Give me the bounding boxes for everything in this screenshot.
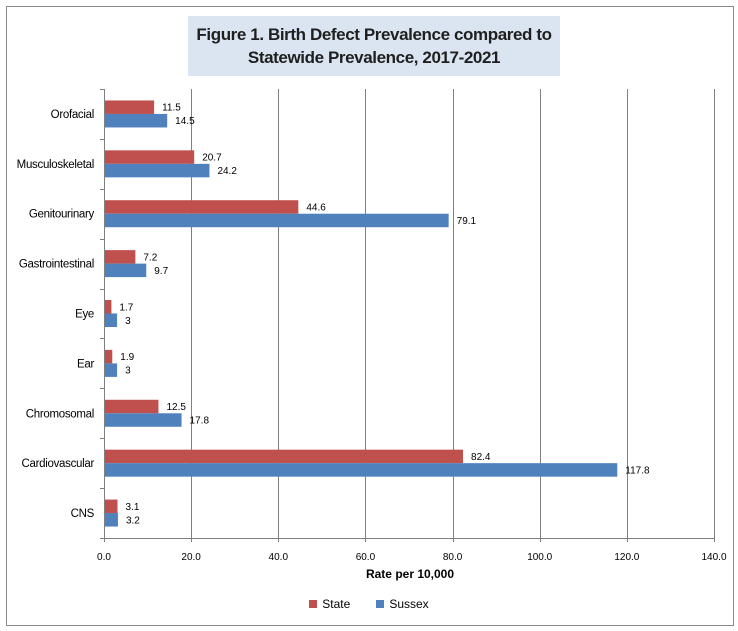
- data-label-sussex: 24.2: [217, 166, 237, 177]
- data-label-state: 3.1: [126, 502, 140, 513]
- bar-state: [105, 499, 118, 514]
- legend-swatch-state: [309, 600, 318, 608]
- chart-title-box: Figure 1. Birth Defect Prevalence compar…: [188, 16, 560, 76]
- chart-title: Figure 1. Birth Defect Prevalence compar…: [196, 23, 552, 69]
- bar-sussex: [105, 113, 168, 128]
- data-label-sussex: 3: [125, 316, 131, 327]
- data-label-state: 1.7: [119, 302, 133, 313]
- bar-sussex: [105, 363, 118, 377]
- bar-sussex: [105, 413, 182, 427]
- chart-title-line-1: Figure 1. Birth Defect Prevalence compar…: [196, 25, 552, 44]
- data-label-sussex: 3: [125, 366, 131, 377]
- data-label-sussex: 79.1: [457, 216, 477, 227]
- data-label-state: 12.5: [166, 402, 186, 413]
- data-label-state: 7.2: [143, 252, 157, 263]
- bar-state: [105, 449, 464, 464]
- legend-label-state: State: [322, 597, 351, 611]
- category-label: CNS: [71, 508, 95, 520]
- bar-sussex: [105, 213, 449, 228]
- data-label-sussex: 117.8: [625, 465, 650, 476]
- x-tick-label: 80.0: [443, 552, 463, 563]
- bar-state: [105, 399, 159, 414]
- x-tick-label: 120.0: [614, 552, 639, 563]
- data-label-sussex: 14.5: [175, 116, 195, 127]
- bar-state: [105, 250, 136, 264]
- data-label-sussex: 17.8: [190, 416, 210, 427]
- legend: State Sussex: [0, 597, 738, 611]
- bar-sussex: [105, 513, 118, 527]
- category-label: Eye: [75, 309, 94, 321]
- legend-label-sussex: Sussex: [389, 597, 429, 611]
- category-label: Ear: [77, 358, 94, 370]
- bar-sussex: [105, 313, 118, 327]
- bar-state: [105, 300, 112, 314]
- data-label-state: 44.6: [306, 202, 326, 213]
- x-tick-label: 100.0: [527, 552, 552, 563]
- x-tick-label: 140.0: [701, 552, 726, 563]
- bar-state: [105, 100, 155, 114]
- category-label: Genitourinary: [29, 209, 95, 221]
- category-label: Musculoskeletal: [17, 159, 94, 171]
- bar-sussex: [105, 163, 210, 178]
- x-tick-label: 20.0: [181, 552, 201, 563]
- data-label-sussex: 3.2: [126, 515, 140, 526]
- category-label: Chromosomal: [26, 408, 94, 420]
- x-tick-label: 60.0: [356, 552, 376, 563]
- chart-title-line-2: Statewide Prevalence, 2017-2021: [247, 48, 501, 67]
- category-label: Cardiovascular: [22, 458, 95, 470]
- bar-state: [105, 349, 113, 364]
- bar-sussex: [105, 463, 618, 477]
- legend-item-sussex: Sussex: [376, 597, 429, 611]
- legend-swatch-sussex: [376, 600, 385, 608]
- data-label-state: 1.9: [120, 352, 134, 363]
- data-label-state: 82.4: [471, 452, 491, 463]
- legend-item-state: State: [309, 597, 350, 611]
- bar-state: [105, 200, 299, 214]
- x-tick-label: 0.0: [97, 552, 111, 563]
- bar-state: [105, 150, 195, 164]
- data-label-state: 20.7: [202, 153, 222, 164]
- data-label-state: 11.5: [162, 103, 181, 114]
- data-label-sussex: 9.7: [154, 266, 168, 277]
- x-tick-label: 40.0: [269, 552, 289, 563]
- bar-sussex: [105, 263, 147, 278]
- x-axis-title: Rate per 10,000: [365, 567, 455, 581]
- category-label: Orofacial: [51, 109, 94, 121]
- category-label: Gastrointestinal: [19, 259, 94, 271]
